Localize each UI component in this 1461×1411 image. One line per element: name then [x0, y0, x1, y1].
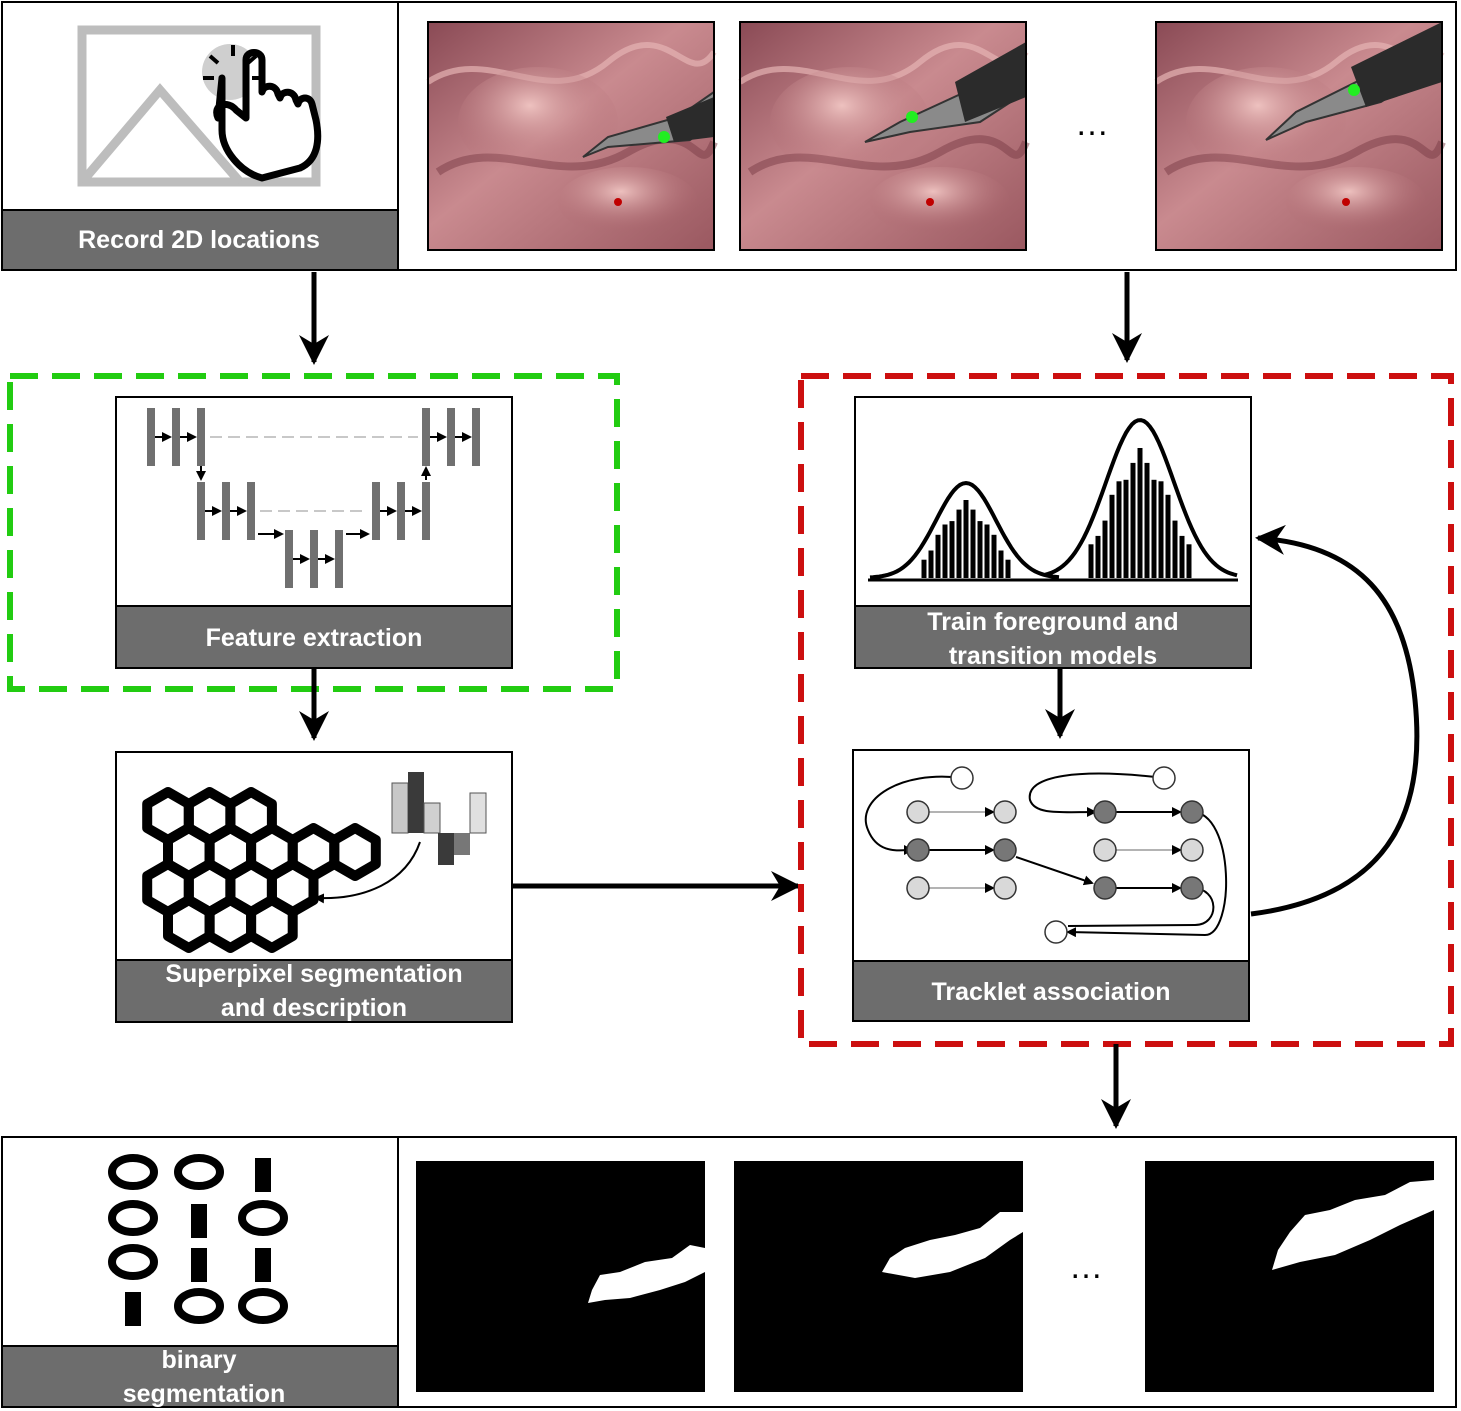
feature-label: Feature extraction [206, 624, 423, 652]
tool-point-marker [1348, 84, 1360, 96]
input-frame-2 [740, 22, 1026, 250]
superpixel-panel: Superpixel segmentation and description [115, 751, 513, 1023]
output-label-line2: segmentation [123, 1380, 286, 1408]
feedback-arrow [1250, 524, 1420, 917]
train-panel: Train foreground and transition models [854, 396, 1252, 670]
binary-symbols-icon [108, 1154, 288, 1326]
input-frame-1 [428, 22, 714, 250]
superpixel-label-line2: and description [221, 994, 407, 1022]
tracklet-panel: Tracklet association [852, 749, 1250, 1022]
image-click-icon [77, 25, 322, 187]
histogram-icon [391, 772, 487, 865]
unet-icon [147, 408, 480, 588]
gaussian-histogram-icon [868, 418, 1238, 582]
record-label: Record 2D locations [78, 226, 320, 254]
feature-panel: Feature extraction [115, 396, 513, 669]
hexagon-grid-icon [142, 787, 381, 953]
train-label-line2: transition models [949, 642, 1157, 670]
superpixel-label-line1: Superpixel segmentation [165, 960, 462, 988]
description-arrow [314, 841, 421, 904]
tracking-module-dashed-box [798, 373, 1454, 1047]
input-frames-panel: … [397, 1, 1457, 271]
tool-point-marker [906, 111, 918, 123]
tracklet-label: Tracklet association [931, 978, 1170, 1006]
train-label-line1: Train foreground and [927, 608, 1178, 636]
input-frames-ellipsis: … [1075, 105, 1109, 143]
output-panel: binary segmentation [1, 1136, 399, 1408]
output-masks-panel: … [397, 1136, 1457, 1408]
tracklet-graph-icon [864, 766, 1228, 944]
tool-point-marker [658, 131, 670, 143]
output-masks-ellipsis: … [1069, 1248, 1103, 1286]
input-frame-3 [1156, 22, 1442, 250]
mask-frame-3 [1145, 1161, 1434, 1392]
mask-frame-1 [416, 1161, 705, 1392]
mask-frame-2 [734, 1161, 1023, 1392]
record-panel: Record 2D locations [1, 1, 399, 271]
output-label-line1: binary [161, 1346, 236, 1374]
